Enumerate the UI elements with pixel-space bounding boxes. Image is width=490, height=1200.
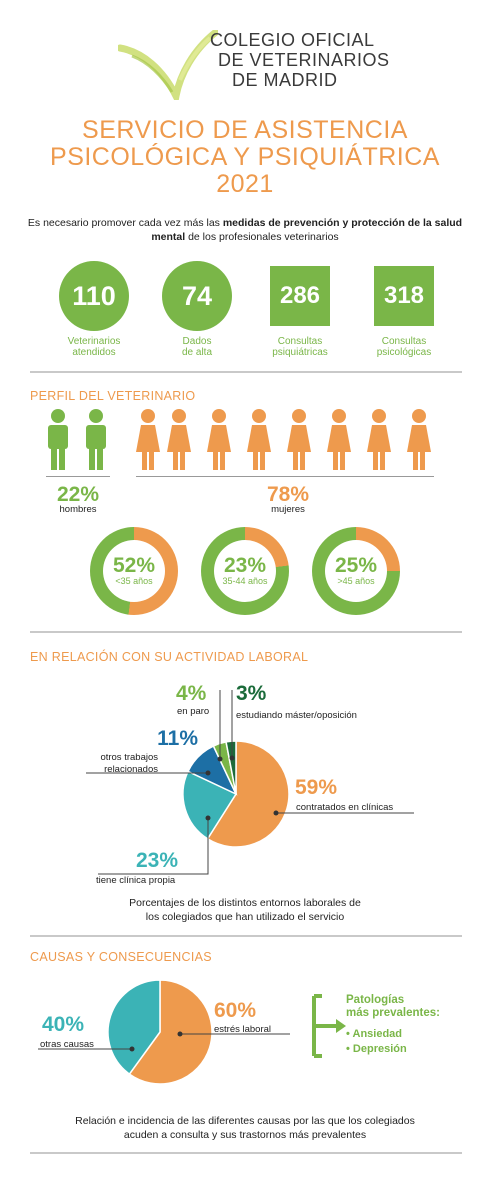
pathology-item: • Depresión xyxy=(346,1043,407,1055)
pathology-item: • Ansiedad xyxy=(346,1028,403,1040)
bracket-arrow-icon xyxy=(312,994,346,1058)
woman-icon xyxy=(407,409,431,470)
divider-2 xyxy=(30,631,462,633)
age-donut-under-35: 52% <35 años xyxy=(90,527,178,615)
slice-employed xyxy=(206,740,290,848)
age-label: <35 años xyxy=(115,576,153,586)
causes-label-other: otras causas xyxy=(40,1039,94,1050)
age-pct: 25% xyxy=(334,554,378,577)
causes-caption: Relación e incidencia de las diferentes … xyxy=(75,1115,415,1141)
pathologies-title: Patologías más prevalentes: xyxy=(346,994,440,1019)
causes-label-stress: estrés laboral xyxy=(214,1024,272,1035)
woman-icon xyxy=(327,409,351,470)
work-pct-other-jobs: 11% xyxy=(157,727,198,750)
men-underline xyxy=(46,476,110,477)
work-pct-own-clinic: 23% xyxy=(136,849,179,872)
work-label-unemployed: en paro xyxy=(177,706,210,717)
woman-icon xyxy=(167,409,191,470)
stat-vets-attended: 110 xyxy=(59,261,129,331)
leader-own-clinic-dot xyxy=(205,815,211,821)
title-line-1: SERVICIO DE ASISTENCIA xyxy=(82,116,408,144)
causes-pct-stress: 60% xyxy=(214,999,257,1022)
title-line-2: PSICOLÓGICA Y PSIQUIÁTRICA xyxy=(50,143,440,171)
divider-1 xyxy=(30,371,462,373)
slice-other-causes xyxy=(107,980,161,1076)
women-underline xyxy=(136,476,434,477)
divider-4 xyxy=(30,1152,462,1154)
logo-line-3: DE MADRID xyxy=(232,70,338,90)
age-pct: 23% xyxy=(223,554,267,577)
leader-employed-dot xyxy=(273,810,279,816)
title-year: 2021 xyxy=(216,170,274,198)
slice-stress xyxy=(128,980,213,1085)
work-label-other-jobs: otros trabajos relacionados xyxy=(100,752,158,775)
stat-label-vets: Veterinarios atendidos xyxy=(67,336,121,358)
leader-own-clinic xyxy=(98,818,209,875)
intro-text: Es necesario promover cada vez más las m… xyxy=(27,217,463,243)
age-donut-35-44: 23% 35-44 años xyxy=(201,527,289,615)
stat-label-psychiatric: Consultas psiquiátricas xyxy=(272,336,328,358)
work-pie-chart xyxy=(86,690,414,875)
section-causes-title: CAUSAS Y CONSECUENCIAS xyxy=(30,950,212,964)
stat-psychological: 318 xyxy=(374,266,434,326)
pathologies-list: • Ansiedad • Depresión xyxy=(346,1027,407,1057)
stat-label-psychological: Consultas psicológicas xyxy=(376,336,432,358)
men-label: hombres xyxy=(59,504,97,515)
work-caption: Porcentajes de los distintos entornos la… xyxy=(129,897,361,923)
college-name: COLEGIO OFICIAL DE VETERINARIOS DE MADRI… xyxy=(210,30,390,90)
slice-studying xyxy=(225,740,237,795)
man-icon xyxy=(86,409,106,470)
work-label-studying: estudiando máster/oposición xyxy=(236,710,357,721)
women-percent: 78% xyxy=(266,483,310,506)
gender-figures xyxy=(48,409,431,470)
work-pct-studying: 3% xyxy=(236,682,267,705)
section-work-title: EN RELACIÓN CON SU ACTIVIDAD LABORAL xyxy=(30,650,309,664)
divider-3 xyxy=(30,935,462,937)
leader-other-jobs-dot xyxy=(205,770,211,776)
woman-icon xyxy=(287,409,311,470)
age-label: >45 años xyxy=(337,576,375,586)
section-profile-title: PERFIL DEL VETERINARIO xyxy=(30,389,196,403)
man-icon xyxy=(48,409,68,470)
age-pct: 52% xyxy=(112,554,156,577)
work-pct-unemployed: 4% xyxy=(176,682,207,705)
age-label: 35-44 años xyxy=(222,576,268,586)
age-donut-over-45: 25% >45 años xyxy=(312,527,400,615)
stat-label-discharged: Dados de alta xyxy=(181,336,213,358)
leader-studying-dot xyxy=(229,755,235,761)
woman-icon xyxy=(207,409,231,470)
men-percent: 22% xyxy=(56,483,100,506)
logo-line-2: DE VETERINARIOS xyxy=(218,50,390,70)
work-pct-employed: 59% xyxy=(295,776,338,799)
women-label: mujeres xyxy=(271,504,305,515)
woman-icon xyxy=(136,409,160,470)
causes-pct-other: 40% xyxy=(42,1013,85,1036)
leader-stress-dot xyxy=(177,1031,183,1037)
leader-other-causes-dot xyxy=(129,1046,135,1052)
leader-unemployed-dot xyxy=(217,756,223,762)
logo-line-1: COLEGIO OFICIAL xyxy=(210,30,375,50)
stat-discharged: 74 xyxy=(162,261,232,331)
work-label-employed: contratados en clínicas xyxy=(296,802,394,813)
woman-icon xyxy=(367,409,391,470)
causes-pie-chart xyxy=(38,980,290,1085)
woman-icon xyxy=(247,409,271,470)
stat-psychiatric: 286 xyxy=(270,266,330,326)
work-label-own-clinic: tiene clínica propia xyxy=(96,875,176,886)
college-logo xyxy=(118,30,218,100)
